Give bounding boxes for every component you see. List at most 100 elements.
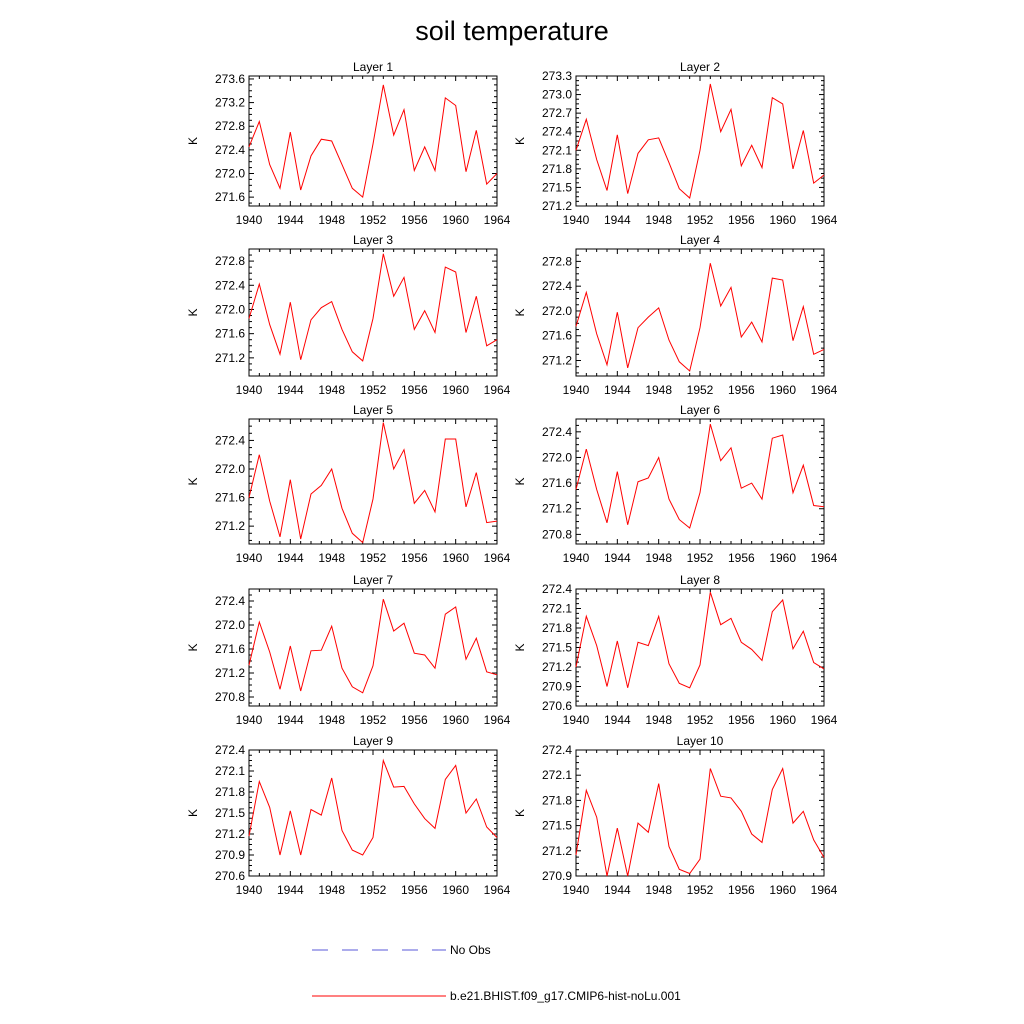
series-line xyxy=(575,83,825,199)
panel-title: Layer 10 xyxy=(677,734,724,748)
x-tick-label: 1956 xyxy=(401,213,428,227)
panel-layer-8: Layer 8 K 1940 1944 1948 1952 1956 1960 1964 270.… xyxy=(513,573,838,727)
y-tick-label: 271.5 xyxy=(215,806,245,820)
y-tick-label: 272.4 xyxy=(542,582,572,596)
y-tick-label: 271.5 xyxy=(542,180,572,194)
series-line xyxy=(248,758,498,856)
y-tick-label: 272.4 xyxy=(215,278,245,292)
y-tick-label: 271.5 xyxy=(542,819,572,833)
panel-layer-6: Layer 6 K 1940 1944 1948 1952 1956 1960 1964 270.… xyxy=(513,403,838,565)
x-tick-label: 1944 xyxy=(277,383,304,397)
panel-layer-3: Layer 3 K 1940 1944 1948 1952 1956 1960 1964 271.… xyxy=(186,233,511,397)
y-tick-label: 272.0 xyxy=(542,304,572,318)
y-axis-label: K xyxy=(186,308,200,316)
y-tick-label: 272.1 xyxy=(542,143,572,157)
plot-frame xyxy=(575,248,825,377)
series-line xyxy=(575,263,825,372)
x-tick-label: 1940 xyxy=(236,383,263,397)
y-tick-label: 271.6 xyxy=(215,327,245,341)
x-tick-label: 1960 xyxy=(442,213,469,227)
y-tick-label: 270.9 xyxy=(542,869,572,883)
plot-frame xyxy=(248,588,498,707)
plot-frame xyxy=(248,749,498,877)
x-tick-label: 1956 xyxy=(401,883,428,897)
x-tick-label: 1960 xyxy=(442,383,469,397)
y-tick-label: 271.2 xyxy=(542,502,572,516)
x-tick-label: 1956 xyxy=(401,551,428,565)
y-tick-label: 272.8 xyxy=(215,254,245,268)
x-tick-label: 1940 xyxy=(563,551,590,565)
y-tick-label: 270.8 xyxy=(542,527,572,541)
plot-frame xyxy=(248,248,498,377)
panel-layer-5: Layer 5 K 1940 1944 1948 1952 1956 1960 1964 271.… xyxy=(186,403,511,565)
y-axis-label: K xyxy=(513,643,527,651)
y-tick-label: 271.2 xyxy=(215,519,245,533)
x-tick-label: 1944 xyxy=(277,213,304,227)
x-tick-label: 1944 xyxy=(604,383,631,397)
x-tick-label: 1948 xyxy=(318,213,345,227)
y-axis-label: K xyxy=(513,809,527,817)
x-tick-label: 1948 xyxy=(645,883,672,897)
plot-frame xyxy=(575,418,825,545)
x-tick-label: 1948 xyxy=(318,383,345,397)
y-tick-label: 272.8 xyxy=(215,119,245,133)
panel-title: Layer 1 xyxy=(353,60,393,74)
x-tick-label: 1960 xyxy=(442,713,469,727)
plot-frame xyxy=(248,418,498,545)
y-tick-label: 272.8 xyxy=(542,254,572,268)
x-tick-label: 1940 xyxy=(563,383,590,397)
x-tick-label: 1940 xyxy=(563,883,590,897)
panel-title: Layer 2 xyxy=(680,60,720,74)
y-tick-label: 271.2 xyxy=(215,827,245,841)
y-tick-label: 271.8 xyxy=(542,162,572,176)
y-tick-label: 272.4 xyxy=(215,594,245,608)
x-tick-label: 1956 xyxy=(728,713,755,727)
y-tick-label: 273.2 xyxy=(215,96,245,110)
panel-layer-10: Layer 10 K 1940 1944 1948 1952 1956 1960 1964 270… xyxy=(513,734,838,897)
x-tick-label: 1956 xyxy=(401,713,428,727)
y-tick-label: 271.6 xyxy=(215,491,245,505)
x-tick-label: 1960 xyxy=(769,883,796,897)
y-tick-label: 271.2 xyxy=(542,199,572,213)
series-line xyxy=(248,253,498,362)
panel-title: Layer 4 xyxy=(680,233,720,247)
y-tick-label: 272.1 xyxy=(215,764,245,778)
panel-title: Layer 5 xyxy=(353,403,393,417)
panel-grid: Layer 1 K 1940 1944 1948 1952 1956 1960 1964 271.… xyxy=(186,60,838,897)
x-tick-label: 1948 xyxy=(645,713,672,727)
x-tick-label: 1948 xyxy=(318,551,345,565)
y-tick-label: 271.2 xyxy=(542,354,572,368)
y-tick-label: 271.5 xyxy=(542,641,572,655)
x-tick-label: 1964 xyxy=(484,383,511,397)
panel-title: Layer 6 xyxy=(680,403,720,417)
y-tick-label: 271.6 xyxy=(215,642,245,656)
x-tick-label: 1956 xyxy=(728,213,755,227)
plot-frame xyxy=(575,588,825,707)
x-tick-label: 1952 xyxy=(360,883,387,897)
y-tick-label: 271.6 xyxy=(215,190,245,204)
y-axis-label: K xyxy=(186,643,200,651)
panel-layer-9: Layer 9 K 1940 1944 1948 1952 1956 1960 1964 270.… xyxy=(186,734,511,897)
y-tick-label: 271.8 xyxy=(542,621,572,635)
y-tick-label: 273.0 xyxy=(542,88,572,102)
x-tick-label: 1940 xyxy=(563,713,590,727)
y-tick-label: 270.9 xyxy=(215,848,245,862)
x-tick-label: 1960 xyxy=(442,551,469,565)
x-tick-label: 1948 xyxy=(318,883,345,897)
y-tick-label: 272.0 xyxy=(542,450,572,464)
y-tick-label: 271.6 xyxy=(542,329,572,343)
y-axis-label: K xyxy=(513,137,527,145)
x-tick-label: 1956 xyxy=(728,551,755,565)
x-tick-label: 1948 xyxy=(645,551,672,565)
x-tick-label: 1944 xyxy=(604,713,631,727)
y-tick-label: 272.4 xyxy=(215,143,245,157)
x-tick-label: 1964 xyxy=(811,551,838,565)
y-tick-label: 272.4 xyxy=(542,125,572,139)
y-tick-label: 272.7 xyxy=(542,106,572,120)
y-tick-label: 270.6 xyxy=(215,869,245,883)
y-tick-label: 272.0 xyxy=(215,462,245,476)
x-tick-label: 1952 xyxy=(687,713,714,727)
y-tick-label: 270.6 xyxy=(542,699,572,713)
y-tick-label: 272.0 xyxy=(215,167,245,181)
